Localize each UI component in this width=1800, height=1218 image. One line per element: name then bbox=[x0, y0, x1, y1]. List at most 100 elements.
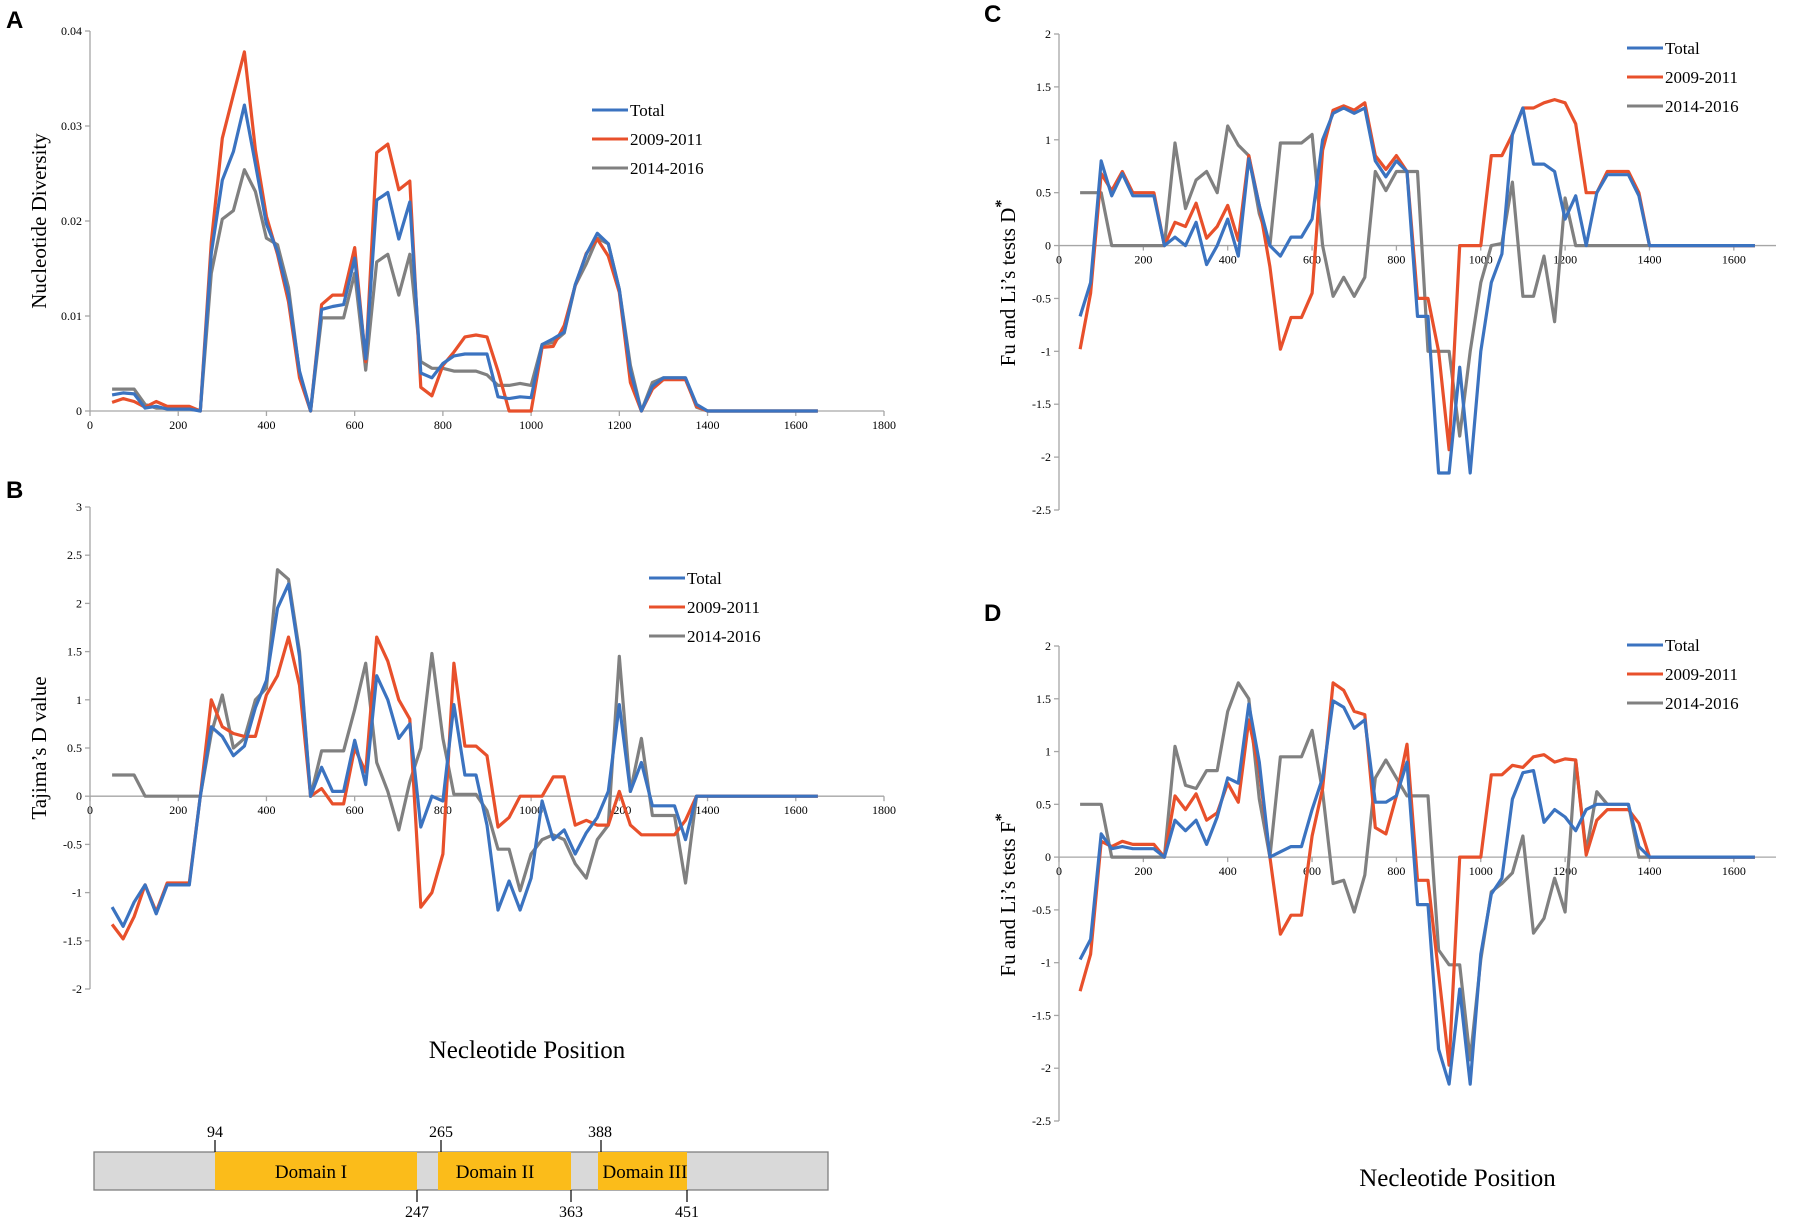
domain-block bbox=[598, 1152, 687, 1190]
panel-C: C -2.5 -2 -1.5 -1 -0.5 0 0.5 1 1.5 2 0 200 400 600 800 1… bbox=[984, 1, 1776, 517]
x-tick-label: 1200 bbox=[1553, 253, 1577, 267]
x-tick-label: 1000 bbox=[519, 418, 543, 432]
y-tick-label: -1.5 bbox=[1032, 1008, 1051, 1022]
y-tick-label: 0.02 bbox=[61, 214, 82, 228]
legend-label: 2014-2016 bbox=[1665, 97, 1739, 116]
y-tick-label: -2.5 bbox=[1032, 503, 1051, 517]
y-tick-label: 0.5 bbox=[1036, 186, 1051, 200]
series-line-2014-2016 bbox=[1080, 681, 1755, 1062]
series-line-2009-2011 bbox=[1078, 681, 1755, 1067]
y-tick-label: 2 bbox=[76, 596, 82, 610]
y-tick-label: -1.5 bbox=[63, 934, 82, 948]
x-tick-label: 400 bbox=[257, 803, 275, 817]
x-tick-label: 1400 bbox=[1637, 864, 1661, 878]
y-axis-label-text: Tajima’s D value bbox=[27, 676, 51, 819]
x-tick-label: 600 bbox=[346, 803, 364, 817]
series-line-Total bbox=[1078, 699, 1755, 1086]
legend-label: Total bbox=[687, 569, 722, 588]
y-tick-label: 0.01 bbox=[61, 309, 82, 323]
x-tick-label: 800 bbox=[434, 803, 452, 817]
y-tick-label: 0 bbox=[1045, 850, 1051, 864]
panel-letter: C bbox=[984, 1, 1001, 28]
y-axis-label-text: Fu and Li’s tests D bbox=[996, 208, 1020, 367]
domain-start-label: 265 bbox=[429, 1124, 453, 1141]
y-axis-label: Fu and Li’s tests F* bbox=[993, 813, 1020, 976]
legend-label: 2009-2011 bbox=[1665, 68, 1738, 87]
x-axis-title: Necleotide Position bbox=[1359, 1165, 1556, 1192]
y-tick-label: -2 bbox=[1041, 1061, 1051, 1075]
y-tick-label: -2.5 bbox=[1032, 1114, 1051, 1128]
x-tick-label: 1600 bbox=[1722, 253, 1746, 267]
y-axis-label: Nucleotide Diversity bbox=[27, 133, 51, 309]
domain-label: Domain I bbox=[275, 1162, 347, 1183]
panel-letter: D bbox=[984, 600, 1001, 627]
panel-A: A 0 0.01 0.02 0.03 0.04 0 200 400 600 800 1000 1200 1… bbox=[6, 7, 896, 432]
y-tick-label: 2 bbox=[1045, 27, 1051, 41]
x-tick-label: 1200 bbox=[1553, 864, 1577, 878]
series-line-Total bbox=[110, 582, 818, 928]
panel-letter: A bbox=[6, 7, 23, 34]
x-tick-label: 800 bbox=[1387, 864, 1405, 878]
y-tick-label: 0.03 bbox=[61, 119, 82, 133]
y-tick-label: 0 bbox=[76, 404, 82, 418]
panel-B: B -2 -1.5 -1 -0.5 0 0.5 1 1.5 2 2.5 3 0 200 400 600 800 1… bbox=[6, 477, 896, 1064]
series-line-Total bbox=[111, 103, 818, 413]
panel-D: D-2.5-2-1.5-1-0.500.511.520 200 400 600 800 1… bbox=[984, 600, 1776, 1192]
x-tick-label: 200 bbox=[1134, 864, 1152, 878]
y-tick-label: -0.5 bbox=[1032, 291, 1051, 305]
x-tick-label: 1000 bbox=[1469, 864, 1493, 878]
y-tick-label: 1 bbox=[1045, 133, 1051, 147]
series-line-2009-2011 bbox=[111, 50, 818, 413]
y-tick-label: -1 bbox=[1041, 956, 1051, 970]
series-line-2014-2016 bbox=[112, 568, 818, 893]
domain-bar: Domain I 94 247 Domain II 265 363 Domain III 38… bbox=[93, 1124, 829, 1218]
y-tick-label: 0 bbox=[1045, 239, 1051, 253]
x-tick-label: 600 bbox=[1303, 253, 1321, 267]
y-tick-label: 1 bbox=[1045, 745, 1051, 759]
y-axis-label-text: Fu and Li’s tests F bbox=[996, 821, 1020, 976]
x-tick-label: 200 bbox=[1134, 253, 1152, 267]
y-tick-label: -0.5 bbox=[1032, 903, 1051, 917]
domain-start-label: 94 bbox=[207, 1124, 223, 1141]
x-tick-label: 800 bbox=[434, 418, 452, 432]
legend-label: 2014-2016 bbox=[630, 159, 704, 178]
x-tick-label: 0 bbox=[1056, 253, 1062, 267]
y-tick-label: 0.5 bbox=[1036, 797, 1051, 811]
y-tick-label: 1 bbox=[76, 693, 82, 707]
y-tick-label: -2 bbox=[72, 982, 82, 996]
y-tick-label: 2.5 bbox=[67, 548, 82, 562]
legend-label: Total bbox=[1665, 39, 1700, 58]
legend-label: 2009-2011 bbox=[630, 130, 703, 149]
y-tick-label: 1.5 bbox=[1036, 80, 1051, 94]
y-tick-label: -2 bbox=[1041, 450, 1051, 464]
x-tick-label: 0 bbox=[87, 418, 93, 432]
x-axis-title: Necleotide Position bbox=[429, 1037, 626, 1064]
series-line-2009-2011 bbox=[110, 635, 818, 941]
legend-label: 2009-2011 bbox=[1665, 665, 1738, 684]
x-tick-label: 1400 bbox=[1637, 253, 1661, 267]
domain-label: Domain III bbox=[603, 1162, 688, 1183]
x-tick-label: 1400 bbox=[696, 803, 720, 817]
x-tick-label: 400 bbox=[1219, 253, 1237, 267]
x-tick-label: 1600 bbox=[1722, 864, 1746, 878]
y-axis-label: Fu and Li’s tests D* bbox=[993, 200, 1020, 367]
series-line-Total bbox=[1078, 106, 1755, 475]
y-tick-label: -1 bbox=[1041, 344, 1051, 358]
x-tick-label: 1800 bbox=[872, 803, 896, 817]
series-line-2009-2011 bbox=[1078, 97, 1755, 452]
x-tick-label: 1200 bbox=[607, 418, 631, 432]
y-axis-label-superscript: * bbox=[993, 200, 1010, 208]
y-tick-label: -1.5 bbox=[1032, 397, 1051, 411]
y-tick-label: 1.5 bbox=[67, 645, 82, 659]
y-tick-label: -0.5 bbox=[63, 837, 82, 851]
domain-end-label: 451 bbox=[675, 1204, 699, 1218]
legend-label: Total bbox=[1665, 636, 1700, 655]
x-tick-label: 400 bbox=[1219, 864, 1237, 878]
y-tick-label: 0.5 bbox=[67, 741, 82, 755]
x-tick-label: 0 bbox=[87, 803, 93, 817]
legend-label: Total bbox=[630, 101, 665, 120]
y-axis-label-text: Nucleotide Diversity bbox=[27, 133, 51, 309]
domain-block bbox=[438, 1152, 571, 1190]
panel-letter: B bbox=[6, 477, 23, 504]
